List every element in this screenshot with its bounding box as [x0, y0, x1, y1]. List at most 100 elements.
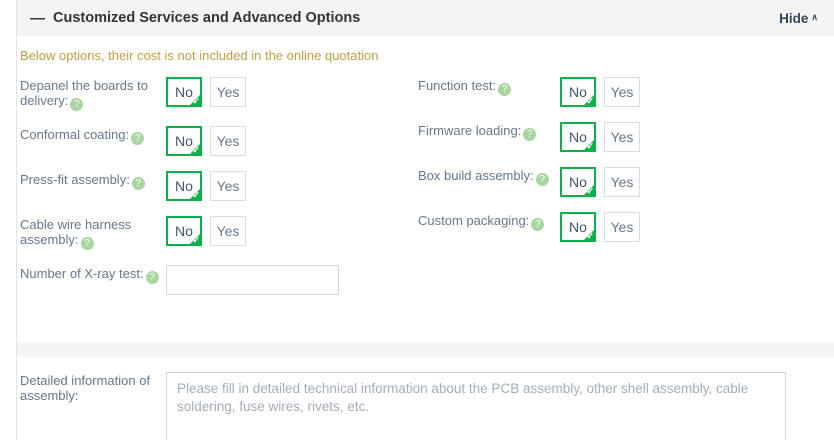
section-title: Customized Services and Advanced Options — [53, 10, 361, 26]
row-depanel: Depanel the boards to delivery:? No ✓ Ye… — [20, 77, 418, 111]
corner-triangle — [188, 93, 200, 105]
box-build-toggle: No ✓ Yes — [560, 167, 640, 197]
help-icon[interactable]: ? — [80, 237, 94, 250]
row-label: Press-fit assembly:? — [20, 171, 163, 190]
check-icon: ✓ — [192, 190, 200, 200]
hide-label: Hide — [779, 10, 809, 26]
section-header-left: — Customized Services and Advanced Optio… — [30, 10, 360, 27]
yes-button-label: Yes — [610, 219, 634, 235]
row-function-test: Function test:? No ✓ Yes — [418, 77, 834, 107]
custom-packaging-toggle: No ✓ Yes — [560, 212, 640, 242]
row-label: Firmware loading:? — [418, 122, 557, 141]
depanel-no-button[interactable]: No ✓ — [166, 77, 202, 107]
press-fit-toggle: No ✓ Yes — [166, 171, 246, 201]
corner-triangle — [582, 93, 594, 105]
conformal-coating-toggle: No ✓ Yes — [166, 126, 246, 156]
row-conformal-coating: Conformal coating:? No ✓ Yes — [20, 126, 418, 156]
cable-harness-yes-button[interactable]: Yes — [210, 216, 246, 246]
box-build-label: Box build assembly: — [418, 168, 534, 183]
yes-button-label: Yes — [216, 178, 240, 194]
custom-packaging-label: Custom packaging: — [418, 213, 530, 228]
firmware-loading-no-button[interactable]: No ✓ — [560, 122, 596, 152]
xray-test-label: Number of X-ray test: — [20, 266, 144, 281]
conformal-coating-label: Conformal coating: — [20, 127, 130, 142]
depanel-yes-button[interactable]: Yes — [210, 77, 246, 107]
press-fit-yes-button[interactable]: Yes — [210, 171, 246, 201]
row-label: Custom packaging:? — [418, 212, 557, 231]
check-icon: ✓ — [192, 145, 200, 155]
help-icon[interactable]: ? — [535, 173, 549, 186]
press-fit-no-button[interactable]: No ✓ — [166, 171, 202, 201]
row-firmware-loading: Firmware loading:? No ✓ Yes — [418, 122, 834, 152]
help-icon[interactable]: ? — [498, 83, 512, 96]
depanel-toggle: No ✓ Yes — [166, 77, 246, 107]
check-icon: ✓ — [192, 96, 200, 106]
firmware-loading-yes-button[interactable]: Yes — [604, 122, 640, 152]
press-fit-label: Press-fit assembly: — [20, 172, 130, 187]
yes-button-label: Yes — [610, 84, 634, 100]
options-column-left: Depanel the boards to delivery:? No ✓ Ye… — [20, 77, 418, 310]
row-label: Cable wire harness assembly:? — [20, 216, 163, 250]
row-box-build: Box build assembly:? No ✓ Yes — [418, 167, 834, 197]
corner-triangle — [582, 228, 594, 240]
detail-assembly-label: Detailed information of assembly: — [20, 373, 151, 403]
conformal-coating-yes-button[interactable]: Yes — [210, 126, 246, 156]
corner-triangle — [582, 183, 594, 195]
options-column-right: Function test:? No ✓ Yes Firmware loadin… — [418, 77, 834, 310]
help-icon[interactable]: ? — [70, 98, 84, 111]
corner-triangle — [582, 138, 594, 150]
conformal-coating-no-button[interactable]: No ✓ — [166, 126, 202, 156]
check-icon: ✓ — [586, 186, 594, 196]
cable-harness-toggle: No ✓ Yes — [166, 216, 246, 246]
row-label: Depanel the boards to delivery:? — [20, 77, 163, 111]
check-icon: ✓ — [586, 141, 594, 151]
help-icon[interactable]: ? — [145, 271, 159, 284]
row-press-fit: Press-fit assembly:? No ✓ Yes — [20, 171, 418, 201]
xray-count-input[interactable] — [166, 265, 339, 295]
cable-harness-label: Cable wire harness assembly: — [20, 217, 132, 247]
corner-triangle — [188, 142, 200, 154]
depanel-label: Depanel the boards to delivery: — [20, 78, 148, 108]
custom-packaging-yes-button[interactable]: Yes — [604, 212, 640, 242]
row-label: Number of X-ray test:? — [20, 265, 163, 284]
help-icon[interactable]: ? — [531, 218, 545, 231]
hide-toggle[interactable]: Hide ∧ — [779, 11, 818, 26]
row-xray-test: Number of X-ray test:? — [20, 265, 418, 295]
box-build-yes-button[interactable]: Yes — [604, 167, 640, 197]
box-build-no-button[interactable]: No ✓ — [560, 167, 596, 197]
detail-assembly-textarea[interactable] — [166, 372, 786, 440]
section-header: — Customized Services and Advanced Optio… — [17, 0, 834, 36]
corner-triangle — [188, 187, 200, 199]
function-test-label: Function test: — [418, 78, 497, 93]
chevron-up-icon: ∧ — [811, 11, 818, 22]
row-label: Box build assembly:? — [418, 167, 557, 186]
collapse-icon[interactable]: — — [30, 9, 45, 27]
firmware-loading-label: Firmware loading: — [418, 123, 522, 138]
help-icon[interactable]: ? — [523, 128, 537, 141]
yes-button-label: Yes — [610, 129, 634, 145]
customized-services-section: — Customized Services and Advanced Optio… — [16, 0, 834, 440]
cable-harness-no-button[interactable]: No ✓ — [166, 216, 202, 246]
section-divider — [17, 342, 834, 357]
corner-triangle — [188, 232, 200, 244]
function-test-toggle: No ✓ Yes — [560, 77, 640, 107]
row-label: Conformal coating:? — [20, 126, 163, 145]
yes-button-label: Yes — [610, 174, 634, 190]
firmware-loading-toggle: No ✓ Yes — [560, 122, 640, 152]
help-icon[interactable]: ? — [131, 132, 145, 145]
yes-button-label: Yes — [216, 223, 240, 239]
custom-packaging-no-button[interactable]: No ✓ — [560, 212, 596, 242]
yes-button-label: Yes — [216, 133, 240, 149]
row-custom-packaging: Custom packaging:? No ✓ Yes — [418, 212, 834, 242]
check-icon: ✓ — [586, 96, 594, 106]
check-icon: ✓ — [192, 235, 200, 245]
row-label: Function test:? — [418, 77, 557, 96]
function-test-yes-button[interactable]: Yes — [604, 77, 640, 107]
row-cable-harness: Cable wire harness assembly:? No ✓ Yes — [20, 216, 418, 250]
function-test-no-button[interactable]: No ✓ — [560, 77, 596, 107]
help-icon[interactable]: ? — [131, 177, 145, 190]
check-icon: ✓ — [586, 231, 594, 241]
yes-button-label: Yes — [216, 84, 240, 100]
cost-notice: Below options, their cost is not include… — [20, 48, 379, 63]
detail-section: Detailed information of assembly: — [17, 372, 834, 440]
